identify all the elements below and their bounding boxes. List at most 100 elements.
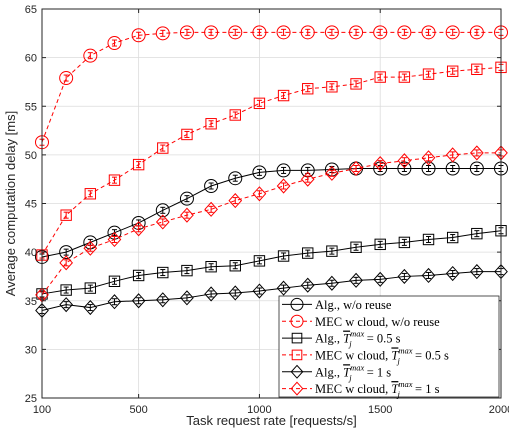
legend-label: Alg., w/o reuse	[315, 298, 392, 312]
data-point	[276, 163, 291, 178]
data-point	[374, 71, 386, 83]
data-point	[277, 89, 290, 102]
data-point	[421, 25, 436, 40]
x-tick-label: 1500	[368, 404, 392, 416]
legend-entry: MEC w cloud, w/o reuse	[282, 314, 440, 329]
data-point	[204, 286, 218, 302]
x-tick-label: 2000	[489, 404, 509, 416]
data-point	[179, 191, 194, 206]
data-point	[59, 255, 74, 271]
data-point	[83, 240, 98, 256]
y-tick-label: 50	[25, 150, 37, 162]
data-point	[155, 214, 170, 230]
data-point	[374, 238, 386, 251]
data-point	[180, 207, 194, 223]
data-point	[350, 78, 362, 90]
legend-marker	[290, 381, 304, 396]
data-point	[204, 25, 219, 40]
series-line	[41, 230, 502, 295]
data-point	[398, 71, 411, 83]
legend-entry: Alg., Tmax j = 0.5 s	[282, 329, 401, 349]
series-3	[36, 225, 507, 300]
data-point	[131, 28, 146, 43]
x-tick-label: 100	[33, 404, 51, 416]
data-point	[179, 25, 194, 40]
legend-label: MEC w cloud, Tmax j = 0.5 s	[315, 345, 449, 365]
legend-label: MEC w cloud, Tmax j = 1 s	[315, 379, 440, 399]
data-point	[469, 25, 484, 40]
series-5	[35, 264, 508, 319]
legend: Alg., w/o reuse MEC w cloud, w/o reuseAlg…	[278, 295, 500, 399]
data-point	[131, 221, 146, 237]
data-point	[349, 25, 364, 40]
data-point	[325, 275, 339, 291]
y-tick-label: 60	[25, 53, 37, 65]
data-point	[471, 227, 483, 240]
data-point	[83, 48, 98, 63]
data-point	[252, 186, 267, 202]
data-point	[445, 25, 460, 40]
series-line	[41, 66, 502, 256]
data-point	[446, 65, 459, 77]
legend-box	[278, 295, 500, 398]
data-point	[60, 209, 72, 221]
data-point	[132, 158, 145, 171]
data-point	[421, 161, 436, 176]
y-tick-label: 30	[25, 344, 37, 356]
data-point	[155, 292, 170, 308]
legend-marker	[290, 297, 304, 311]
data-point	[204, 201, 218, 217]
data-point	[157, 266, 169, 279]
legend-entry: MEC w cloud, Tmax j = 0.5 s	[282, 345, 449, 365]
data-point	[397, 153, 412, 169]
data-point	[205, 261, 217, 273]
data-point	[59, 245, 74, 260]
data-point	[349, 272, 363, 288]
series-line	[41, 167, 501, 258]
y-axis-title: Average computation delay [ms]	[3, 111, 18, 296]
data-point	[276, 25, 291, 40]
data-point	[446, 231, 459, 244]
legend-label: Alg., Tmax j = 0.5 s	[315, 329, 401, 349]
legend-label: MEC w cloud, w/o reuse	[315, 315, 440, 329]
data-point	[422, 233, 435, 246]
data-point	[373, 25, 388, 40]
legend-marker	[290, 314, 304, 328]
data-point	[205, 118, 217, 130]
data-point	[108, 174, 121, 186]
data-point	[397, 25, 412, 40]
data-point	[302, 247, 314, 259]
data-point	[181, 264, 193, 277]
data-point	[131, 293, 146, 309]
data-point	[326, 245, 338, 257]
data-point	[300, 171, 315, 187]
data-point	[59, 71, 74, 86]
data-point	[421, 150, 436, 166]
data-point	[350, 241, 362, 253]
data-point	[59, 297, 74, 313]
data-point	[157, 142, 169, 154]
legend-marker	[290, 364, 304, 379]
data-point	[276, 178, 291, 194]
ticks: 100 500 1000 1500 2000 25 30 35 40 45 50 55 60 65	[25, 4, 509, 416]
data-point	[180, 290, 194, 306]
data-point	[398, 236, 411, 249]
data-point	[253, 97, 266, 110]
data-point	[373, 156, 388, 172]
data-point	[324, 25, 339, 40]
data-point	[326, 81, 338, 93]
data-point	[300, 25, 315, 40]
legend-marker	[291, 332, 303, 344]
legend-marker	[291, 349, 303, 361]
data-point	[445, 265, 460, 282]
series-layer	[35, 25, 508, 319]
data-point	[84, 282, 97, 294]
y-tick-label: 45	[25, 199, 37, 211]
data-point	[277, 250, 290, 262]
data-point	[422, 68, 435, 80]
data-point	[108, 275, 121, 288]
data-point	[228, 193, 243, 209]
data-point	[107, 294, 122, 310]
data-point	[421, 267, 436, 284]
